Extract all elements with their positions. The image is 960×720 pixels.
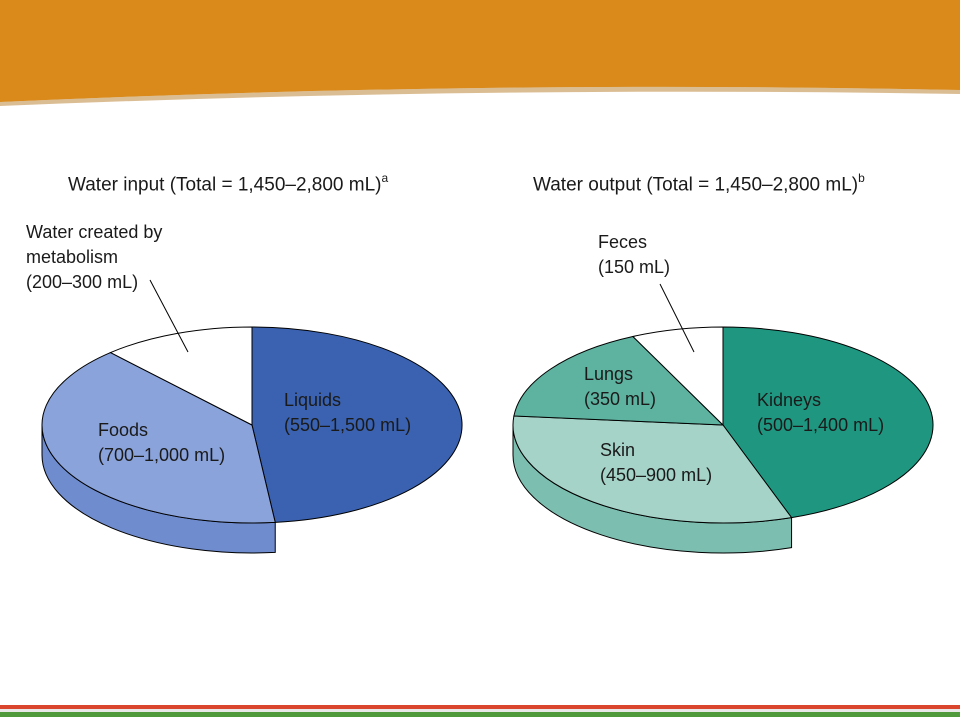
- water-input-title: Water input (Total = 1,450–2,800 mL)a: [68, 171, 389, 196]
- water-output-title: Water output (Total = 1,450–2,800 mL)b: [533, 171, 865, 196]
- water-input-title-text: Water input (Total = 1,450–2,800 mL): [68, 174, 382, 196]
- water-output-pie: Kidneys (500–1,400 mL) Skin (450–900 mL)…: [512, 232, 934, 554]
- kidneys-label: Kidneys: [757, 390, 821, 410]
- banner-fill: [0, 0, 960, 102]
- liquids-value: (550–1,500 mL): [284, 415, 411, 435]
- liquids-slice: [251, 326, 463, 523]
- header-banner: [0, 0, 960, 112]
- water-output-title-text: Water output (Total = 1,450–2,800 mL): [533, 174, 859, 196]
- footer-green-stripe: [0, 712, 960, 717]
- lungs-slice: [513, 335, 725, 426]
- metabolism-label-line-2: metabolism: [26, 247, 118, 267]
- feces-value: (150 mL): [598, 257, 670, 277]
- footer-stripes: [0, 702, 960, 720]
- header-banner-graphic: [0, 0, 960, 106]
- water-input-pie: Liquids (550–1,500 mL) Foods (700–1,000 …: [26, 222, 463, 554]
- skin-slice: [512, 415, 793, 524]
- skin-label: Skin: [600, 440, 635, 460]
- feces-label: Feces: [598, 232, 647, 252]
- feces-leader-line: [659, 283, 695, 353]
- metabolism-slice: [109, 326, 253, 426]
- lungs-label: Lungs: [584, 364, 633, 384]
- water-output-pie-tops: [512, 326, 934, 524]
- metabolism-label-line-1: Water created by: [26, 222, 162, 242]
- metabolism-value: (200–300 mL): [26, 272, 138, 292]
- foods-value: (700–1,000 mL): [98, 445, 225, 465]
- banner-shadow: [0, 86, 960, 106]
- kidneys-slice: [722, 326, 934, 519]
- lungs-value: (350 mL): [584, 389, 656, 409]
- footer-red-stripe: [0, 705, 960, 709]
- foods-slice: [41, 352, 276, 524]
- foods-label: Foods: [98, 420, 148, 440]
- liquids-label: Liquids: [284, 390, 341, 410]
- metabolism-leader-line: [149, 279, 189, 353]
- footer-gray-stripe: [0, 709, 960, 712]
- water-input-pie-tops: [41, 326, 463, 524]
- skin-value: (450–900 mL): [600, 465, 712, 485]
- kidneys-value: (500–1,400 mL): [757, 415, 884, 435]
- feces-slice: [631, 326, 724, 427]
- water-input-footnote-mark: a: [381, 171, 389, 185]
- water-output-footnote-mark: b: [858, 171, 865, 185]
